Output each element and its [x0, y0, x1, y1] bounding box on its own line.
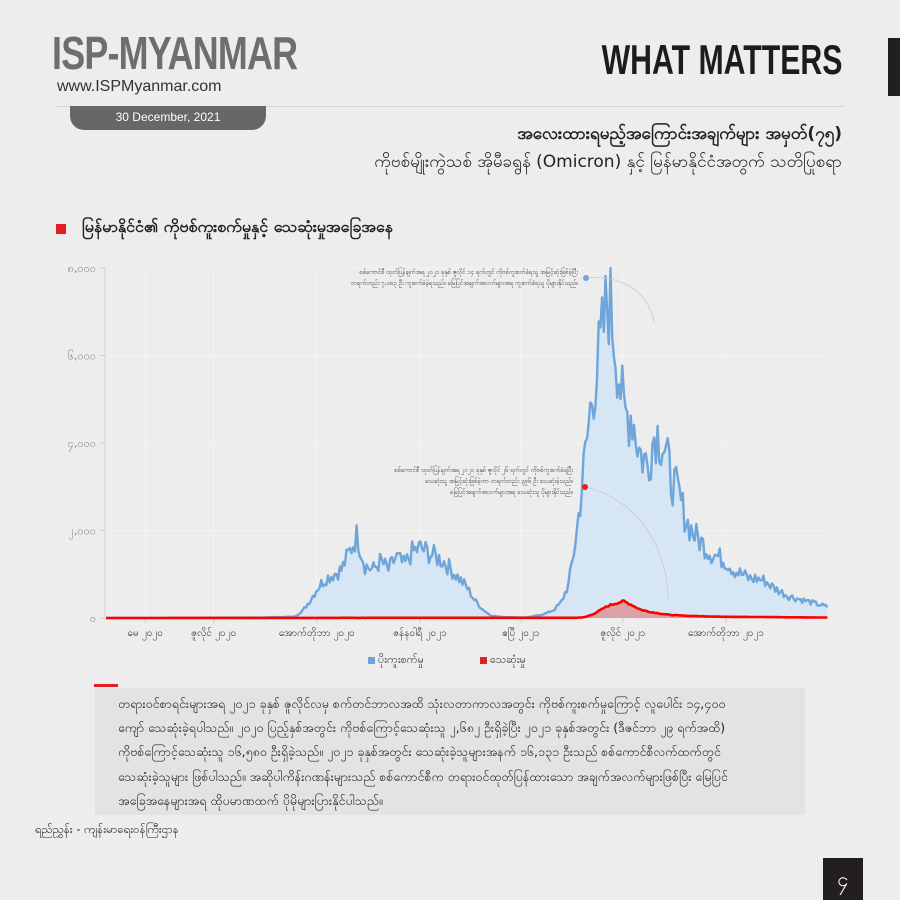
cases-area	[106, 268, 828, 618]
cases-annotation-dot	[583, 275, 589, 281]
source-note: ရည်ညွှန်း - ကျန်းမာရေးဝန်ကြီးဌာန	[35, 822, 179, 836]
website-url[interactable]: www.ISPMyanmar.com	[57, 78, 222, 95]
narrative-line: ကျော် သေဆုံးခဲ့ရပါသည်။ ၂၀၂၀ ပြည့်နှစ်အတွ…	[118, 720, 726, 736]
narrative-accent-bar	[94, 684, 118, 687]
deaths-annotation-dot	[582, 484, 588, 490]
isp-logo: ISP-MYANMAR	[52, 27, 298, 79]
date-badge: 30 December, 2021	[70, 106, 266, 130]
narrative-line: ကိုဗစ်ကြောင့်သေဆုံးသူ ၁၆,၅၈၀ ဦးရှိခဲ့သည်…	[118, 744, 721, 760]
x-tick-label: ဇူလိုင် ၂၀၂၁	[600, 626, 645, 641]
narrative-line: သေဆုံးခဲ့သူများ ဖြစ်ပါသည်။ အဆိုပါကိန်းဂဏ…	[118, 768, 728, 784]
y-tick-label: ၆,၀၀၀	[68, 350, 96, 363]
page-number: ၄	[823, 858, 863, 900]
legend-item-deaths[interactable]: သေဆုံးမှု	[480, 653, 526, 669]
narrative-line: တရားဝင်စာရင်းများအရ ၂၀၂၁ ခုနှစ် ဇူလိုင်လ…	[118, 696, 726, 711]
x-tick-label: အောက်တိုဘာ ၂၀၂၀	[279, 626, 355, 641]
deaths-annotation-line1: စစ်ကောင်စီ ထုတ်ပြန်ချက်အရ ၂၀၂၁ ခုနှစ် ဇူ…	[394, 465, 573, 475]
x-tick-label: အောက်တိုဘာ ၂၀၂၁	[688, 626, 764, 641]
section-bullet-icon	[56, 224, 66, 234]
page-title-line2: ကိုဗစ်မျိုးကွဲသစ် အိုမီခရွန် (Omicron) န…	[374, 152, 842, 172]
narrative-text: တရားဝင်စာရင်းများအရ ၂၀၂၁ ခုနှစ် ဇူလိုင်လ…	[118, 692, 803, 813]
deaths-annotation-leader	[584, 486, 669, 601]
legend-swatch-cases-icon	[368, 656, 375, 664]
legend-label-deaths: သေဆုံးမှု	[490, 653, 526, 666]
legend-swatch-deaths-icon	[480, 656, 487, 664]
cases-annotation-line1: စစ်ကောင်စီ ထုတ်ပြန်ချက်အရ ၂၀၂၁ ခုနှစ် ဇူ…	[359, 267, 578, 277]
deaths-line	[106, 599, 828, 620]
narrative-box	[95, 688, 805, 815]
legend-item-cases[interactable]: ပိုးကူးစက်မှု	[368, 653, 424, 669]
narrative-line: အခြေအနေများအရ ထိုပမာဏထက် ပိုမိုများပြားန…	[118, 792, 383, 808]
y-tick-label: ၂,၀၀၀	[69, 525, 96, 540]
deaths-annotation-line2: သေဆုံးသူ အမြင့်ဆုံးဖြစ်ခဲ့ကာ တရက်တည်း ၃၉…	[425, 476, 573, 486]
x-tick-label: ဇန်နဝါရီ ၂၀၂၁	[393, 626, 447, 641]
cases-annotation-line2: တရက်တည်း ၇,၀၈၃ ဦး ကူးစက်ခံခဲ့ရသည်။ မြေပြ…	[351, 278, 578, 288]
y-tick-label: ၈,၀၀၀	[68, 262, 96, 275]
deaths-area	[106, 600, 828, 618]
page-title-line1: အလေးထားရမည့်အကြောင်းအချက်များ အမှတ်(၇၅)	[517, 124, 842, 144]
y-tick-label: ၀	[90, 612, 96, 625]
cases-annotation-leader	[585, 277, 655, 323]
x-tick-label: ဇူလိုင် ၂၀၂၀	[191, 626, 236, 641]
series-title: WHAT MATTERS	[601, 36, 842, 83]
legend-label-cases: ပိုးကူးစက်မှု	[378, 653, 424, 666]
x-axis: မေ ၂၀၂၀ ဇူလိုင် ၂၀၂၀ အောက်တိုဘာ ၂၀၂၀ ဇန်နဝါ…	[128, 618, 764, 641]
header-divider	[55, 106, 845, 107]
y-tick-label: ၄,၀၀၀	[68, 437, 96, 452]
x-tick-label: မေ ၂၀၂၀	[128, 628, 163, 641]
side-accent-bar	[888, 38, 900, 96]
section-title: မြန်မာနိုင်ငံ၏ ကိုဗစ်ကူးစက်မှုနှင့် သေဆု…	[82, 217, 393, 236]
deaths-annotation-line3: မြေပြင်အချက်အလက်များအရ သေဆုံးသူ ပိုများန…	[450, 487, 573, 497]
x-tick-label: ဧပြီ ၂၀၂၁	[502, 625, 539, 641]
